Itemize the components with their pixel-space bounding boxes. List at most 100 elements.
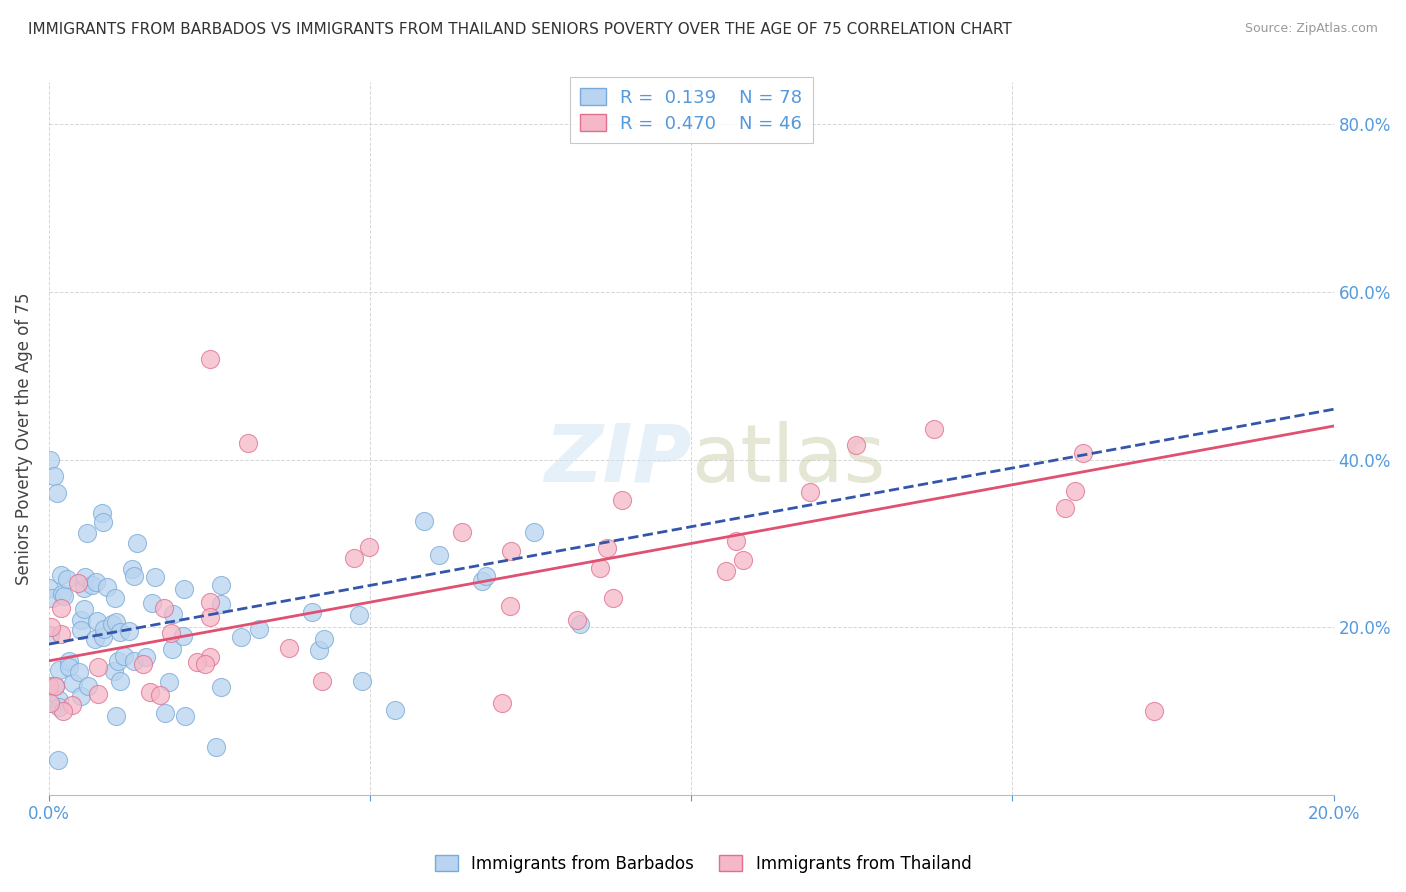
Point bbox=[352, 673, 374, 688]
Point bbox=[124, 654, 146, 668]
Point bbox=[84, 632, 107, 646]
Point bbox=[198, 351, 221, 366]
Text: IMMIGRANTS FROM BARBADOS VS IMMIGRANTS FROM THAILAND SENIORS POVERTY OVER THE AG: IMMIGRANTS FROM BARBADOS VS IMMIGRANTS F… bbox=[28, 22, 1012, 37]
Point bbox=[38, 680, 60, 694]
Point bbox=[922, 422, 945, 436]
Point bbox=[427, 548, 450, 562]
Point bbox=[413, 514, 436, 528]
Point bbox=[172, 629, 194, 643]
Point bbox=[66, 575, 89, 590]
Point bbox=[159, 626, 181, 640]
Point bbox=[118, 624, 141, 639]
Point bbox=[107, 654, 129, 668]
Point bbox=[198, 609, 221, 624]
Point bbox=[209, 597, 232, 611]
Point bbox=[499, 599, 522, 613]
Point bbox=[93, 630, 115, 644]
Text: ZIP: ZIP bbox=[544, 421, 692, 499]
Legend: R =  0.139    N = 78, R =  0.470    N = 46: R = 0.139 N = 78, R = 0.470 N = 46 bbox=[569, 77, 813, 144]
Y-axis label: Seniors Poverty Over the Age of 75: Seniors Poverty Over the Age of 75 bbox=[15, 293, 32, 585]
Point bbox=[108, 624, 131, 639]
Point bbox=[602, 591, 624, 605]
Point bbox=[70, 623, 93, 637]
Point bbox=[80, 578, 103, 592]
Point bbox=[48, 753, 70, 767]
Point bbox=[62, 676, 84, 690]
Point bbox=[724, 534, 747, 549]
Point bbox=[569, 616, 592, 631]
Point bbox=[53, 589, 76, 603]
Point bbox=[205, 739, 228, 754]
Point bbox=[491, 696, 513, 710]
Point bbox=[51, 601, 73, 615]
Point bbox=[62, 698, 84, 712]
Point bbox=[236, 435, 259, 450]
Point bbox=[108, 673, 131, 688]
Point bbox=[143, 570, 166, 584]
Point bbox=[73, 570, 96, 584]
Point bbox=[77, 680, 100, 694]
Point bbox=[48, 699, 70, 714]
Point bbox=[499, 543, 522, 558]
Point bbox=[595, 541, 617, 556]
Point bbox=[38, 696, 60, 710]
Point bbox=[1054, 501, 1077, 516]
Point bbox=[209, 680, 232, 694]
Point bbox=[44, 679, 66, 693]
Point bbox=[72, 581, 94, 595]
Point bbox=[84, 574, 107, 589]
Point bbox=[311, 673, 333, 688]
Point bbox=[56, 572, 79, 586]
Point bbox=[38, 581, 60, 595]
Point bbox=[58, 660, 80, 674]
Point bbox=[160, 641, 183, 656]
Point bbox=[48, 693, 70, 707]
Point bbox=[73, 601, 96, 615]
Point bbox=[125, 535, 148, 549]
Point bbox=[349, 608, 371, 623]
Legend: Immigrants from Barbados, Immigrants from Thailand: Immigrants from Barbados, Immigrants fro… bbox=[427, 848, 979, 880]
Point bbox=[39, 628, 62, 642]
Point bbox=[157, 675, 180, 690]
Point bbox=[87, 659, 110, 673]
Point bbox=[90, 506, 112, 520]
Point bbox=[229, 630, 252, 644]
Point bbox=[39, 452, 62, 467]
Point bbox=[174, 708, 197, 723]
Point bbox=[87, 687, 110, 701]
Point bbox=[139, 685, 162, 699]
Point bbox=[731, 552, 754, 566]
Point bbox=[51, 587, 73, 601]
Point bbox=[96, 581, 118, 595]
Point bbox=[86, 614, 108, 628]
Point bbox=[70, 689, 93, 703]
Point bbox=[384, 703, 406, 717]
Point bbox=[589, 560, 612, 574]
Point bbox=[278, 641, 301, 656]
Point bbox=[41, 591, 63, 605]
Point bbox=[104, 615, 127, 629]
Point bbox=[103, 664, 125, 678]
Point bbox=[101, 617, 124, 632]
Point bbox=[93, 515, 115, 529]
Point bbox=[799, 485, 821, 500]
Point bbox=[76, 525, 98, 540]
Point bbox=[198, 649, 221, 664]
Point bbox=[135, 650, 157, 665]
Point bbox=[357, 540, 380, 554]
Point bbox=[308, 643, 330, 657]
Point bbox=[44, 680, 66, 694]
Text: Source: ZipAtlas.com: Source: ZipAtlas.com bbox=[1244, 22, 1378, 36]
Point bbox=[610, 492, 633, 507]
Point bbox=[58, 654, 80, 668]
Point bbox=[1143, 704, 1166, 718]
Point bbox=[714, 565, 737, 579]
Point bbox=[51, 626, 73, 640]
Point bbox=[247, 622, 270, 636]
Point bbox=[314, 632, 336, 647]
Point bbox=[198, 595, 221, 609]
Point bbox=[474, 569, 496, 583]
Point bbox=[69, 613, 91, 627]
Text: atlas: atlas bbox=[692, 421, 886, 499]
Point bbox=[104, 591, 127, 606]
